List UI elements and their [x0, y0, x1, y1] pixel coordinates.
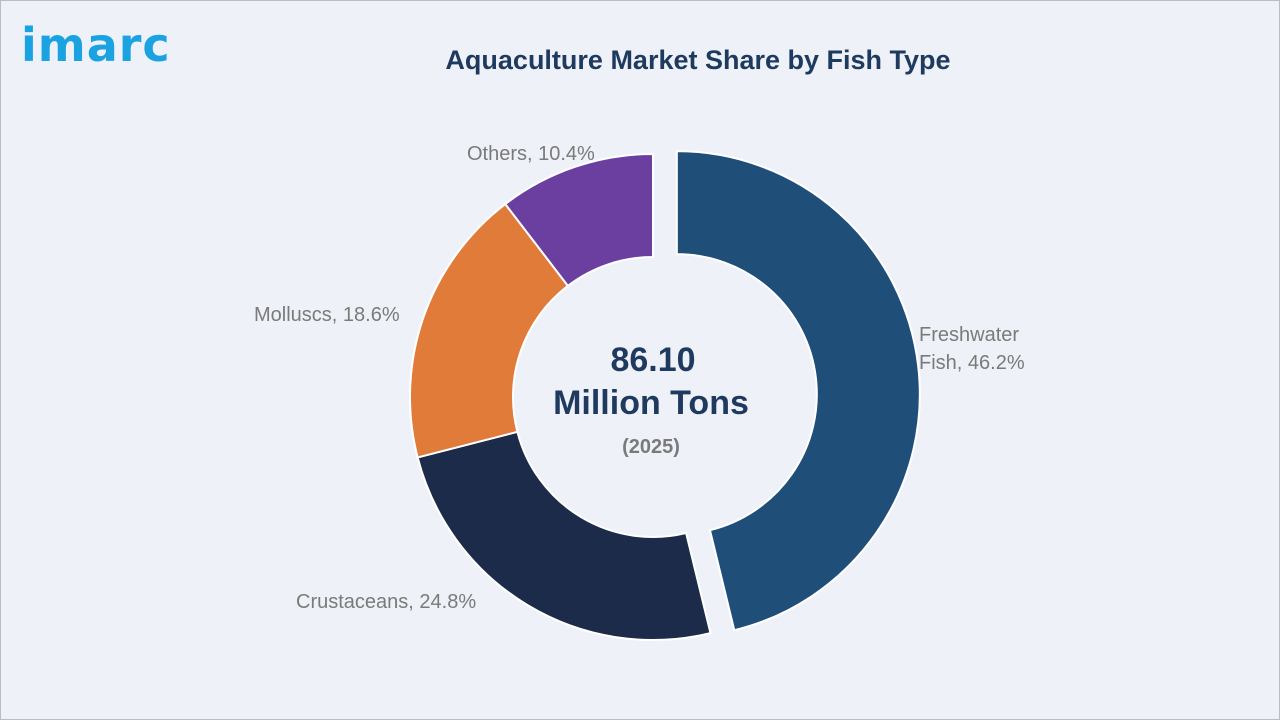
- label-molluscs: Molluscs, 18.6%: [254, 304, 400, 326]
- slice-crustaceans: [416, 430, 712, 641]
- center-year: (2025): [622, 436, 680, 458]
- chart-title: Aquaculture Market Share by Fish Type: [445, 45, 951, 75]
- slice-freshwater-fish: [675, 150, 921, 632]
- slice-others: [503, 152, 654, 288]
- label-freshwater-fish: Freshwater Fish, 46.2%: [919, 324, 1025, 374]
- imarc-logo: imarc: [21, 18, 171, 72]
- center-value: 86.10: [610, 341, 695, 379]
- label-crustaceans: Crustaceans, 24.8%: [296, 591, 476, 613]
- center-unit: Million Tons: [553, 384, 749, 422]
- slice-molluscs: [409, 202, 570, 459]
- label-others: Others, 10.4%: [467, 143, 595, 165]
